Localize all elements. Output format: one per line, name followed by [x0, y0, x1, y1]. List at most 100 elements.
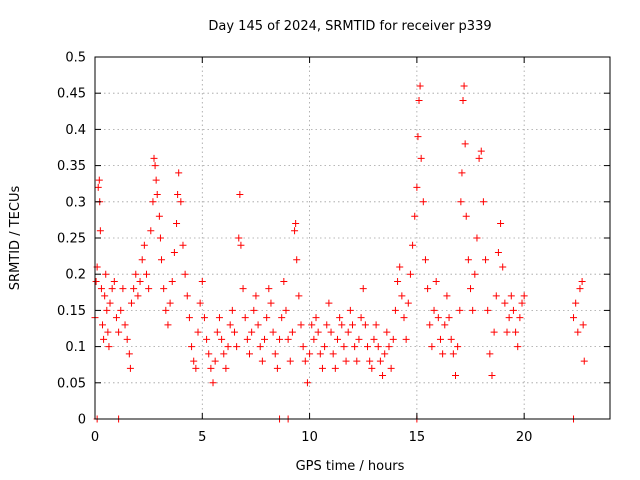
data-point	[379, 372, 387, 380]
data-point	[321, 343, 329, 351]
x-tick-label: 20	[516, 430, 533, 445]
data-point	[190, 357, 198, 365]
data-point	[439, 350, 447, 358]
data-point	[509, 306, 517, 314]
data-point	[387, 364, 395, 372]
data-point	[353, 357, 361, 365]
data-point	[473, 234, 481, 242]
data-point	[101, 292, 109, 300]
y-tick-label: 0.25	[57, 232, 86, 247]
data-point	[572, 299, 580, 307]
data-point	[415, 96, 423, 104]
data-point	[236, 191, 244, 199]
data-point	[490, 328, 498, 336]
data-point	[276, 335, 284, 343]
data-point	[366, 357, 374, 365]
data-point	[173, 220, 181, 228]
data-point	[436, 335, 444, 343]
data-point	[512, 328, 520, 336]
data-point	[291, 227, 299, 235]
data-point	[411, 212, 419, 220]
data-point	[102, 270, 110, 278]
data-point	[177, 198, 185, 206]
x-axis-label: GPS time / hours	[296, 459, 405, 474]
data-point	[181, 270, 189, 278]
data-point	[185, 314, 193, 322]
x-tick-label: 0	[91, 430, 99, 445]
data-point	[203, 335, 211, 343]
data-point	[340, 343, 348, 351]
data-point	[132, 270, 140, 278]
data-point	[123, 335, 131, 343]
data-point	[265, 285, 273, 293]
data-point	[428, 343, 436, 351]
data-point	[110, 277, 118, 285]
data-point	[492, 292, 500, 300]
data-point	[121, 321, 129, 329]
data-point	[447, 335, 455, 343]
data-point	[97, 285, 105, 293]
data-point	[325, 299, 333, 307]
data-point	[314, 328, 322, 336]
data-point	[445, 314, 453, 322]
data-point	[402, 335, 410, 343]
data-point	[205, 350, 213, 358]
data-point	[308, 321, 316, 329]
data-point	[520, 292, 528, 300]
data-point	[220, 350, 228, 358]
data-point	[359, 285, 367, 293]
data-point	[215, 314, 223, 322]
data-point	[400, 314, 408, 322]
data-point	[486, 350, 494, 358]
data-point	[497, 220, 505, 228]
data-point	[457, 198, 465, 206]
data-point	[243, 335, 251, 343]
data-point	[136, 277, 144, 285]
data-point	[156, 234, 164, 242]
y-tick-label: 0.45	[57, 87, 86, 102]
data-point	[416, 82, 424, 90]
data-point	[273, 364, 281, 372]
data-point	[168, 277, 176, 285]
data-point	[138, 256, 146, 264]
data-point	[152, 176, 160, 184]
data-point	[143, 270, 150, 278]
data-point	[391, 306, 399, 314]
data-point	[196, 299, 204, 307]
data-point	[417, 154, 425, 162]
data-point	[301, 357, 309, 365]
axis-ticks: 0 0.05 0.1 0.15 0.2 0.25 0.3 0.35 0.4 0.45 0.5 0 5 10…	[57, 51, 610, 445]
data-point	[258, 357, 266, 365]
data-point	[452, 372, 459, 380]
data-point	[127, 299, 135, 307]
data-point	[145, 285, 153, 293]
data-point	[224, 343, 232, 351]
data-point	[200, 314, 208, 322]
data-point	[576, 285, 584, 293]
data-point	[241, 314, 249, 322]
data-point	[501, 299, 509, 307]
y-tick-label: 0.1	[65, 340, 86, 355]
data-point	[443, 292, 451, 300]
data-point	[226, 321, 234, 329]
data-point	[370, 335, 378, 343]
data-point	[105, 343, 113, 351]
data-point	[318, 364, 326, 372]
data-point	[464, 256, 472, 264]
data-point	[286, 357, 294, 365]
data-point	[250, 306, 258, 314]
data-point	[162, 306, 170, 314]
data-point	[164, 321, 172, 329]
data-point	[292, 220, 300, 228]
data-point	[518, 299, 526, 307]
data-point	[355, 335, 363, 343]
data-point	[297, 321, 305, 329]
data-point	[580, 357, 588, 365]
y-tick-label: 0.15	[57, 304, 86, 319]
data-point	[179, 241, 187, 249]
data-point	[188, 343, 196, 351]
data-point	[119, 285, 127, 293]
y-tick-label: 0.05	[57, 376, 86, 391]
data-point	[458, 169, 466, 177]
